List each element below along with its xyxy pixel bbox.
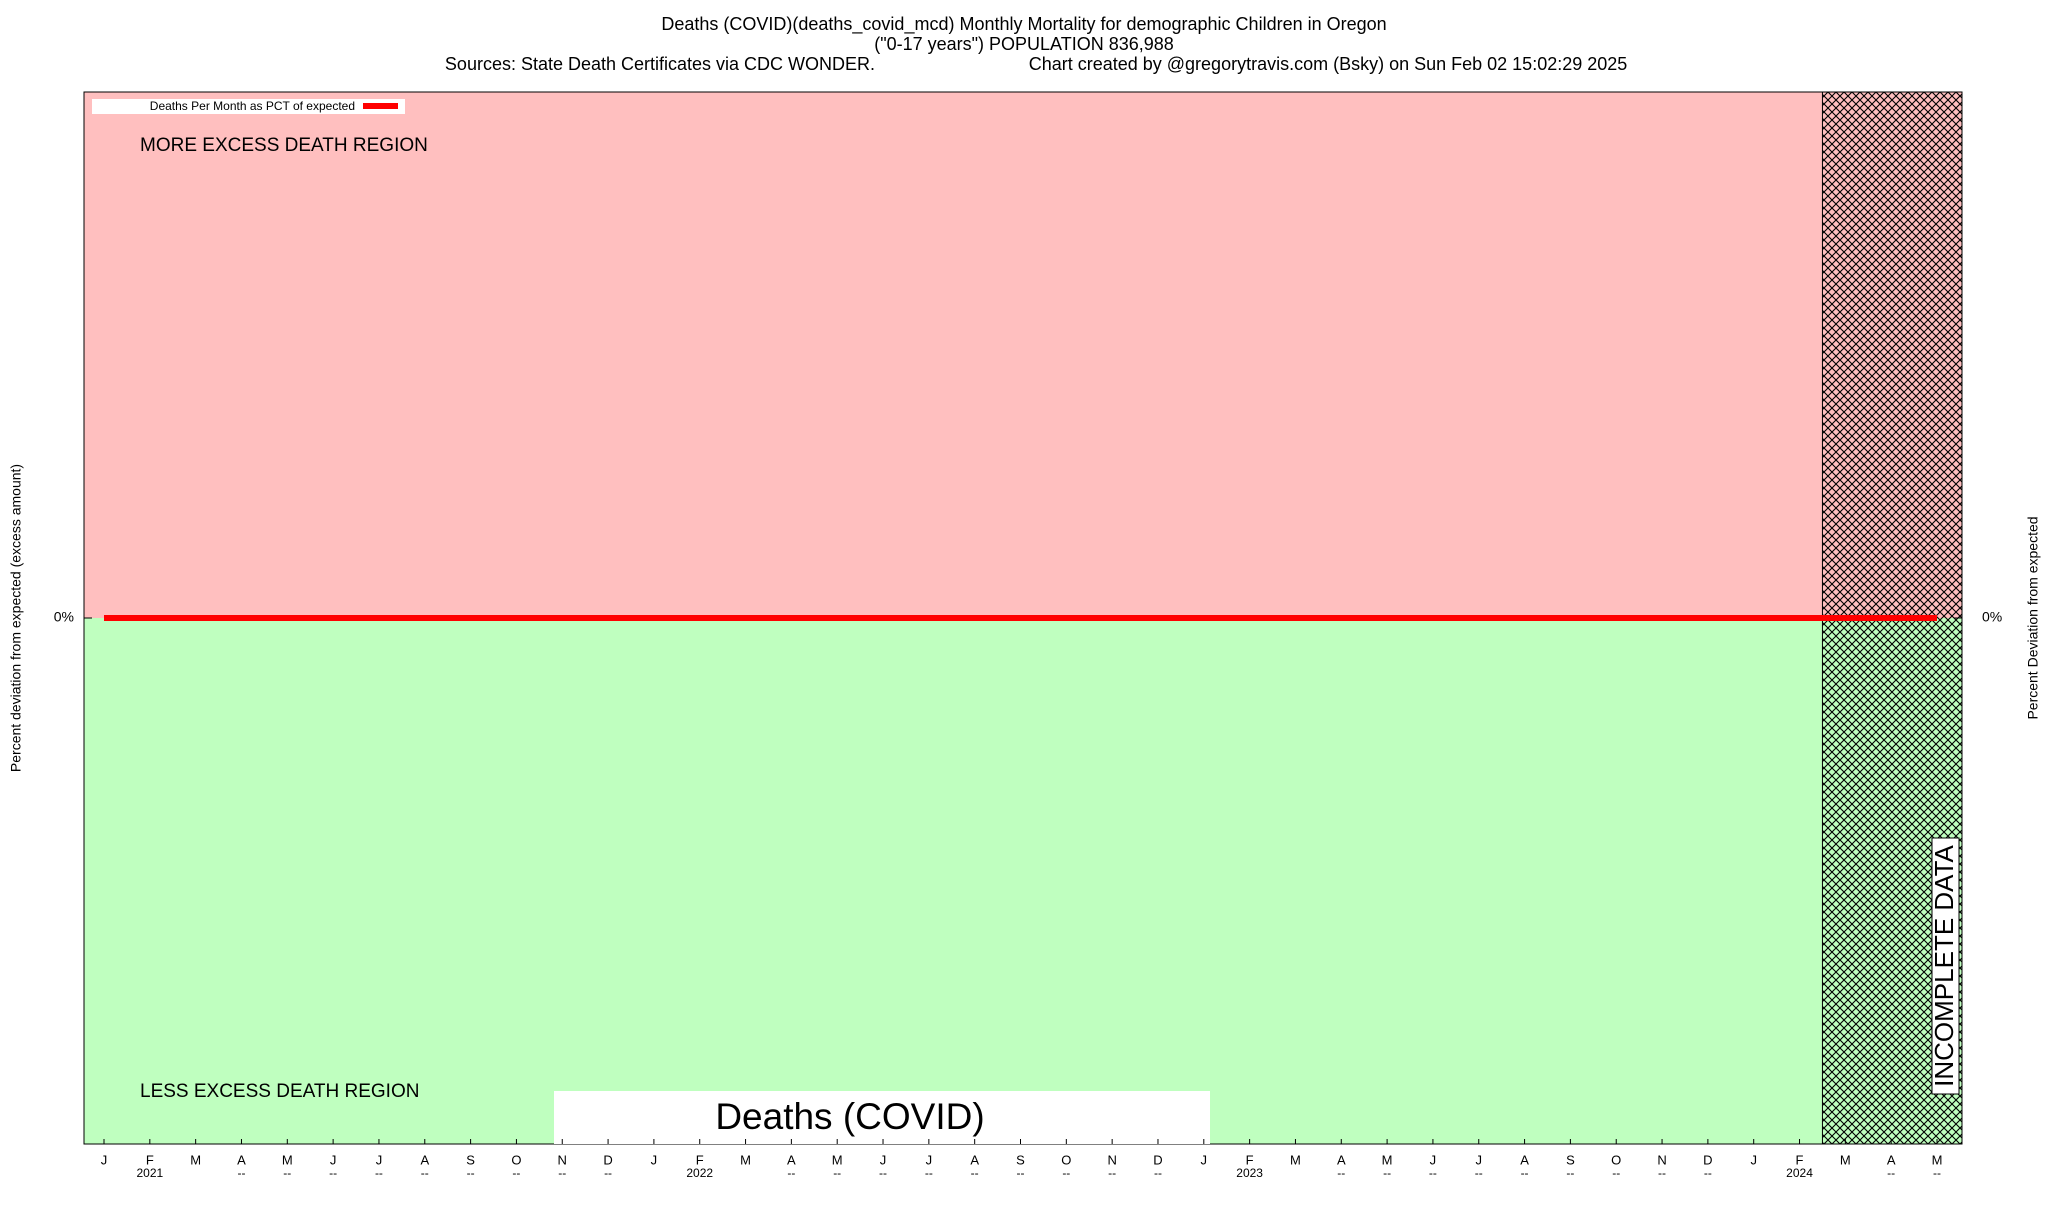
x-tick-label: A [420, 1152, 429, 1167]
x-tick-sublabel: -- [1475, 1166, 1483, 1180]
x-tick-sublabel: -- [237, 1166, 245, 1180]
x-tick-label: S [1566, 1152, 1575, 1167]
x-tick-sublabel: -- [1017, 1166, 1025, 1180]
x-tick-sublabel: -- [1887, 1166, 1895, 1180]
x-tick-sublabel: -- [879, 1166, 887, 1180]
x-tick-label: M [740, 1152, 751, 1167]
x-tick-label: N [1107, 1152, 1116, 1167]
y-axis-label: Percent deviation from expected (excess … [8, 464, 24, 772]
x-tick-label: A [1337, 1152, 1346, 1167]
x-tick-label: O [1061, 1152, 1071, 1167]
x-tick-sublabel: -- [1062, 1166, 1070, 1180]
x-tick-sublabel: -- [1521, 1166, 1529, 1180]
x-tick-label: F [146, 1152, 154, 1167]
x-tick-label: N [558, 1152, 567, 1167]
x-tick-label: J [1201, 1152, 1208, 1167]
x-tick-sublabel: 2021 [136, 1166, 163, 1180]
sources: Sources: State Death Certificates via CD… [445, 54, 875, 74]
x-tick-label: M [1840, 1152, 1851, 1167]
x-tick-sublabel: -- [925, 1166, 933, 1180]
x-tick-label: S [1016, 1152, 1025, 1167]
upper-region-label: MORE EXCESS DEATH REGION [140, 135, 428, 156]
x-tick-label: F [1246, 1152, 1254, 1167]
x-tick-sublabel: -- [1154, 1166, 1162, 1180]
credit: Chart created by @gregorytravis.com (Bsk… [1029, 54, 1628, 74]
x-tick-label: J [1430, 1152, 1437, 1167]
x-tick-label: D [603, 1152, 612, 1167]
x-tick-sublabel: -- [1933, 1166, 1941, 1180]
incomplete-label: INCOMPLETE DATA [1929, 844, 1959, 1086]
x-tick-sublabel: -- [1704, 1166, 1712, 1180]
x-tick-label: M [190, 1152, 201, 1167]
x-tick-sublabel: -- [833, 1166, 841, 1180]
y2-axis-label: Percent Deviation from expected [2025, 516, 2041, 719]
x-tick-label: M [1932, 1152, 1943, 1167]
x-tick-label: F [1796, 1152, 1804, 1167]
x-tick-label: J [376, 1152, 383, 1167]
x-tick-sublabel: 2023 [1236, 1166, 1263, 1180]
x-tick-label: A [1520, 1152, 1529, 1167]
x-tick-label: D [1703, 1152, 1712, 1167]
x-tick-label: S [466, 1152, 475, 1167]
lower-region-label: LESS EXCESS DEATH REGION [140, 1081, 419, 1102]
x-tick-label: J [330, 1152, 337, 1167]
x-tick-sublabel: -- [329, 1166, 337, 1180]
x-tick-label: M [832, 1152, 843, 1167]
x-tick-sublabel: -- [512, 1166, 520, 1180]
x-tick-sublabel: -- [787, 1166, 795, 1180]
cause-box [554, 1091, 1210, 1144]
x-tick-sublabel: -- [375, 1166, 383, 1180]
cause-label: Deaths (COVID) [715, 1096, 984, 1137]
x-tick-label: M [1382, 1152, 1393, 1167]
x-tick-sublabel: -- [971, 1166, 979, 1180]
x-tick-label: A [787, 1152, 796, 1167]
x-tick-label: M [282, 1152, 293, 1167]
x-tick-label: M [1290, 1152, 1301, 1167]
x-tick-label: A [237, 1152, 246, 1167]
x-tick-label: A [1887, 1152, 1896, 1167]
chart-subtitle: ("0-17 years") POPULATION 836,988 [874, 34, 1174, 54]
x-tick-sublabel: -- [421, 1166, 429, 1180]
x-tick-sublabel: 2024 [1786, 1166, 1813, 1180]
x-tick-sublabel: -- [283, 1166, 291, 1180]
x-tick-sublabel: -- [558, 1166, 566, 1180]
x-tick-sublabel: -- [1612, 1166, 1620, 1180]
x-tick-label: J [101, 1152, 108, 1167]
y2-tick-label: 0% [1982, 609, 2002, 625]
x-tick-sublabel: -- [1566, 1166, 1574, 1180]
x-tick-label: J [1476, 1152, 1483, 1167]
x-tick-sublabel: -- [1108, 1166, 1116, 1180]
x-tick-sublabel: -- [604, 1166, 612, 1180]
x-tick-label: J [1750, 1152, 1757, 1167]
x-tick-sublabel: -- [1658, 1166, 1666, 1180]
x-tick-sublabel: 2022 [686, 1166, 713, 1180]
x-tick-label: A [970, 1152, 979, 1167]
y-tick-label: 0% [54, 609, 74, 625]
x-tick-label: D [1153, 1152, 1162, 1167]
x-tick-label: J [880, 1152, 887, 1167]
incomplete-box [1931, 837, 1960, 1095]
lower-region [84, 618, 1962, 1144]
x-tick-label: O [511, 1152, 521, 1167]
x-tick-sublabel: -- [1383, 1166, 1391, 1180]
x-tick-label: J [926, 1152, 933, 1167]
x-tick-label: N [1657, 1152, 1666, 1167]
x-tick-label: J [651, 1152, 658, 1167]
x-tick-label: F [696, 1152, 704, 1167]
chart-title: Deaths (COVID)(deaths_covid_mcd) Monthly… [661, 14, 1386, 35]
x-tick-sublabel: -- [1337, 1166, 1345, 1180]
upper-region [84, 92, 1962, 618]
x-tick-sublabel: -- [467, 1166, 475, 1180]
legend-box [92, 99, 405, 114]
x-tick-label: O [1611, 1152, 1621, 1167]
legend-label: Deaths Per Month as PCT of expected [150, 99, 355, 113]
x-tick-sublabel: -- [1429, 1166, 1437, 1180]
